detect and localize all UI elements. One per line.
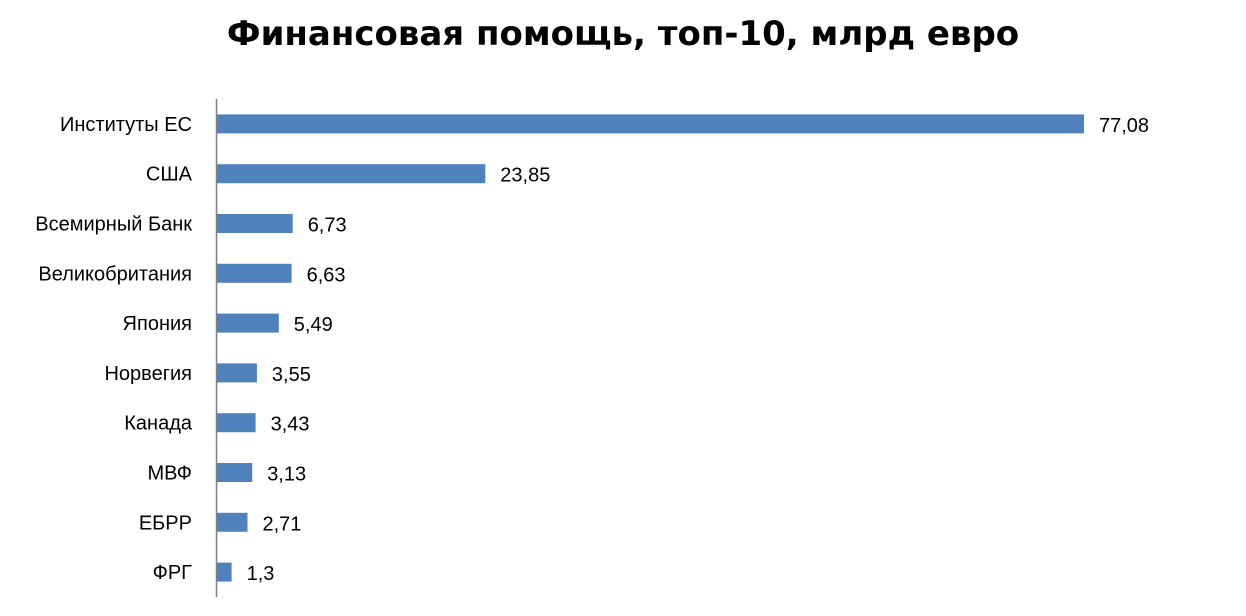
bar <box>217 363 257 383</box>
data-label: 3,43 <box>271 414 310 436</box>
bar <box>217 413 256 433</box>
category-label: ФРГ <box>153 562 193 584</box>
data-label: 2,71 <box>263 513 302 535</box>
bar <box>217 114 1084 134</box>
category-label: Великобритания <box>38 263 192 285</box>
data-label: 6,63 <box>307 264 346 286</box>
bars-layer <box>217 114 1084 582</box>
category-label: МВФ <box>147 463 192 485</box>
category-label: Япония <box>123 313 192 335</box>
bar <box>217 263 292 283</box>
category-label: Всемирный Банк <box>35 214 192 236</box>
category-label: Норвегия <box>104 363 192 385</box>
labels-layer: Институты ЕС 77,08 США 23,85 Всемирный Банк 6… <box>35 114 1149 585</box>
data-label: 5,49 <box>294 314 333 336</box>
category-label: США <box>146 164 193 186</box>
data-label: 3,13 <box>267 464 306 486</box>
category-label: ЕБРР <box>139 512 192 534</box>
data-label: 1,3 <box>247 563 275 585</box>
data-label: 23,85 <box>500 165 550 187</box>
bar <box>217 512 248 532</box>
bar <box>217 463 253 482</box>
data-label: 3,55 <box>272 364 311 386</box>
category-label: Канада <box>124 413 193 435</box>
bar <box>217 164 486 184</box>
chart-title: Финансовая помощь, топ-10, млрд евро <box>226 14 1020 54</box>
bar <box>217 562 232 582</box>
data-label: 77,08 <box>1099 115 1149 137</box>
category-label: Институты ЕС <box>60 114 192 136</box>
data-label: 6,73 <box>308 215 347 237</box>
bar <box>217 214 293 233</box>
bar <box>217 313 279 333</box>
